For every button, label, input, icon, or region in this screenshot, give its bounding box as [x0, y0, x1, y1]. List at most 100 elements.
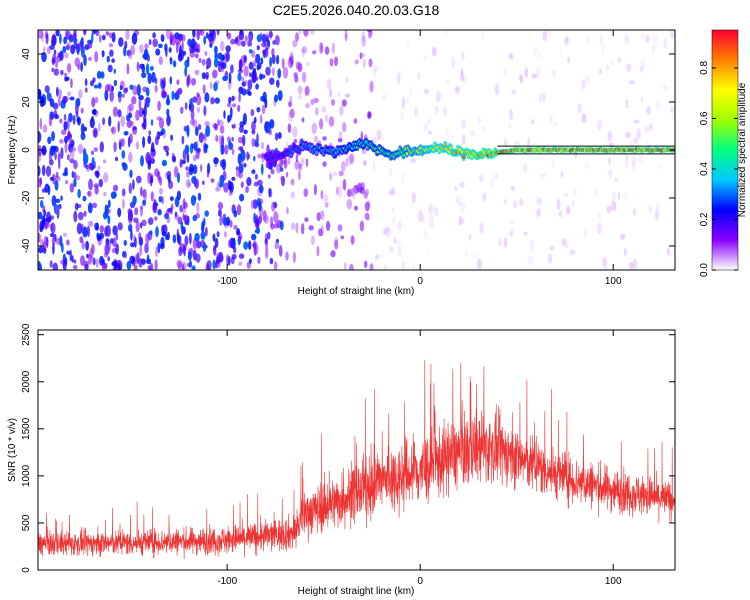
spectrogram-noise-cell [397, 72, 401, 85]
spectrogram-noise-cell [272, 40, 276, 45]
spectrogram-noise-cell [55, 61, 59, 68]
spectrogram-noise-cell [132, 179, 135, 191]
spectrogram-noise-cell [166, 114, 171, 127]
spectrogram-noise-cell [231, 136, 234, 142]
spectrogram-noise-cell [51, 33, 57, 46]
spectrogram-noise-cell [169, 76, 173, 85]
spectrogram-noise-cell [145, 96, 151, 104]
spectrogram-noise-cell [582, 79, 586, 90]
spectrogram-noise-cell [390, 187, 396, 196]
spectrogram-noise-cell [271, 67, 275, 77]
spectrogram-noise-cell [482, 192, 487, 202]
spectrogram-noise-cell [67, 91, 71, 97]
spectrogram-noise-cell [240, 181, 244, 188]
spectrogram-noise-cell [547, 30, 551, 39]
spectrogram-noise-cell [236, 204, 242, 216]
spectrogram-noise-cell [91, 109, 97, 115]
spectrogram-noise-cell [324, 201, 329, 208]
spectrogram-noise-cell [238, 163, 244, 174]
spectrogram-noise-cell [86, 225, 91, 238]
spectrogram-noise-cell [564, 241, 569, 249]
spectrogram-noise-cell [101, 262, 108, 270]
spectrogram-noise-cell [92, 77, 96, 83]
spectrogram-noise-cell [289, 51, 294, 61]
spectrogram-noise-cell [71, 171, 75, 178]
spectrogram-noise-cell [238, 93, 241, 102]
spectrogram-noise-cell [551, 158, 555, 168]
spectrogram-noise-cell [128, 151, 133, 163]
spectrogram-noise-cell [623, 34, 630, 44]
spectrogram-noise-cell [271, 201, 276, 212]
spectrogram-noise-cell [152, 38, 158, 48]
spectrogram-noise-cell [539, 92, 542, 104]
spectrogram-noise-cell [310, 235, 315, 246]
spectrogram-noise-cell [237, 231, 242, 242]
spectrogram-noise-cell [107, 256, 110, 262]
spectrogram-noise-cell [382, 94, 387, 101]
spectrogram-noise-cell [639, 66, 644, 73]
spectrogram-noise-cell [70, 78, 73, 89]
spectrogram-noise-cell [316, 245, 320, 257]
spectrogram-noise-cell [340, 235, 345, 240]
spectrogram-noise-cell [584, 76, 591, 84]
spectrogram-noise-cell [652, 44, 655, 55]
spectrogram-noise-cell [80, 123, 85, 135]
spectrogram-noise-cell [268, 174, 271, 179]
spectrogram-noise-cell [345, 76, 349, 83]
spectrogram-noise-cell [58, 89, 62, 98]
spectrogram-noise-cell [633, 207, 636, 217]
spectrogram-noise-cell [112, 106, 118, 118]
spectrogram-noise-cell [216, 30, 220, 36]
spectrogram-noise-cell [359, 52, 363, 60]
spectrogram-noise-cell [329, 173, 333, 181]
spectrogram-noise-cell [308, 225, 314, 231]
spectrogram-noise-cell [223, 182, 229, 193]
spectrogram-noise-cell [46, 211, 51, 223]
spectrogram-noise-cell [459, 181, 465, 188]
spectrogram-noise-cell [531, 73, 538, 79]
spectrogram-noise-cell [431, 46, 437, 57]
spectrogram-noise-cell [83, 54, 87, 67]
spectrogram-noise-cell [53, 68, 59, 76]
spectrogram-noise-cell [129, 169, 133, 178]
spectrogram-noise-cell [239, 193, 245, 202]
spectrogram-noise-cell [346, 198, 353, 210]
spectrogram-noise-cell [232, 103, 237, 108]
spectrogram-noise-cell [269, 77, 275, 85]
spectrogram-noise-cell [121, 162, 126, 167]
spectrogram-noise-cell [172, 60, 177, 68]
spectrogram-noise-cell [51, 195, 57, 207]
spectrogram-noise-cell [385, 225, 390, 232]
spectrogram-noise-cell [160, 78, 164, 86]
spectrogram-noise-cell [223, 217, 228, 226]
spectrogram-noise-cell [334, 239, 339, 250]
spectrogram-noise-cell [367, 111, 372, 118]
spectrogram-noise-cell [175, 89, 181, 95]
spectrogram-noise-cell [214, 97, 220, 104]
spectrogram-noise-cell [203, 35, 207, 45]
spectrogram-noise-cell [154, 84, 158, 93]
spectrogram-noise-cell [230, 106, 233, 118]
spectrogram-noise-cell [166, 170, 172, 178]
spectrogram-noise-cell [204, 143, 208, 154]
spectrogram-noise-cell [194, 179, 198, 185]
spectrogram-noise-cell [372, 136, 378, 144]
spectrogram-noise-cell [410, 158, 416, 163]
spectrogram-noise-cell [147, 160, 151, 170]
spectrogram-noise-cell [319, 210, 325, 221]
spectrogram-noise-cell [243, 163, 247, 168]
spectrogram-noise-cell [47, 136, 52, 145]
spectrogram-noise-cell [270, 223, 275, 230]
spectrogram-noise-cell [244, 35, 248, 43]
spectrogram-noise-cell [147, 135, 152, 144]
spectrogram-noise-cell [180, 34, 186, 42]
spectrogram-noise-cell [337, 138, 343, 143]
spectrogram-noise-cell [293, 138, 297, 144]
spectrogram-noise-cell [238, 261, 243, 266]
spectrogram-noise-cell [118, 37, 124, 47]
spectrogram-noise-cell [178, 246, 183, 257]
spectrogram-noise-cell [214, 237, 219, 248]
spectrogram-noise-cell [336, 186, 339, 196]
spectrogram-noise-cell [240, 76, 245, 82]
